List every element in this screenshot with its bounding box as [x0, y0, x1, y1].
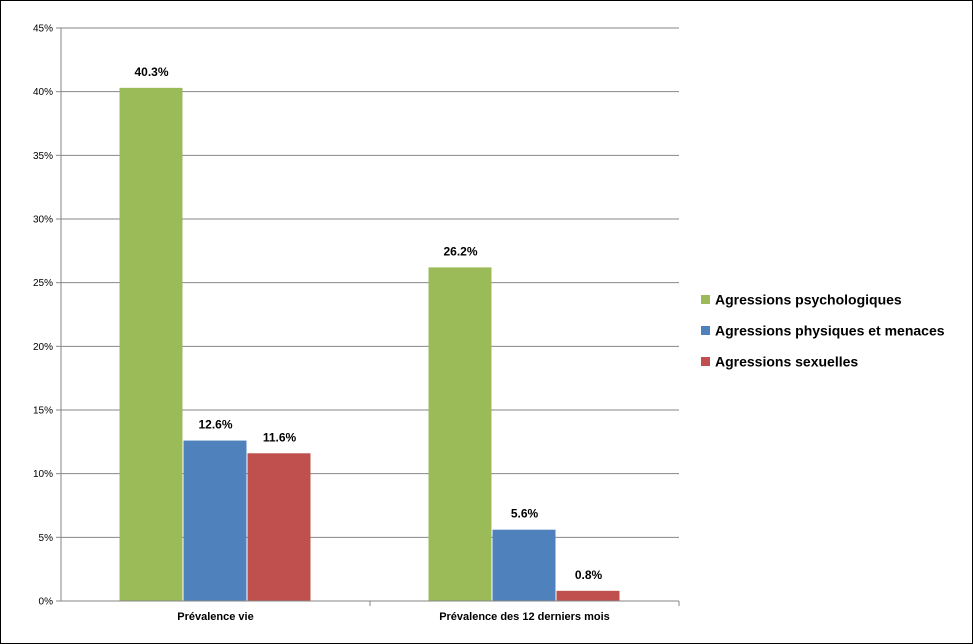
bar — [183, 440, 247, 601]
legend-label: Agressions physiques et menaces — [715, 323, 945, 339]
y-tick-label: 25% — [33, 278, 53, 289]
y-tick-label: 35% — [33, 151, 53, 162]
bar — [492, 529, 556, 601]
data-labels: 40.3% 12.6% 11.6% 26.2% 5.6% 0.8% — [134, 65, 602, 582]
data-label: 40.3% — [134, 65, 168, 79]
bar — [556, 590, 620, 601]
data-label: 26.2% — [443, 244, 477, 258]
y-tick-label: 0% — [39, 597, 54, 608]
legend-swatch — [701, 357, 710, 366]
y-tick-label: 30% — [33, 215, 53, 226]
axes: 0% 5% 10% 15% 20% 25% 30% 35% 40% 45% Prévalence v… — [33, 24, 680, 623]
category-label: Prévalence vie — [177, 611, 253, 623]
legend: Agressions psychologiques Agressions phys… — [701, 292, 945, 370]
y-tick-label: 15% — [33, 406, 53, 417]
category-label: Prévalence des 12 derniers mois — [439, 611, 610, 623]
data-label: 11.6% — [263, 430, 297, 444]
legend-swatch — [701, 326, 710, 335]
bar — [119, 87, 183, 601]
y-tick-label: 40% — [33, 87, 53, 98]
legend-swatch — [701, 295, 710, 304]
bar — [428, 267, 492, 601]
data-label: 0.8% — [575, 568, 603, 582]
legend-label: Agressions psychologiques — [715, 292, 902, 308]
data-label: 5.6% — [511, 507, 539, 521]
bar — [247, 453, 311, 601]
y-tick-label: 10% — [33, 469, 53, 480]
y-tick-label: 5% — [39, 533, 54, 544]
data-label: 12.6% — [198, 418, 232, 432]
legend-label: Agressions sexuelles — [715, 354, 858, 370]
y-tick-label: 45% — [33, 24, 53, 35]
bars — [119, 87, 620, 601]
y-tick-label: 20% — [33, 342, 53, 353]
